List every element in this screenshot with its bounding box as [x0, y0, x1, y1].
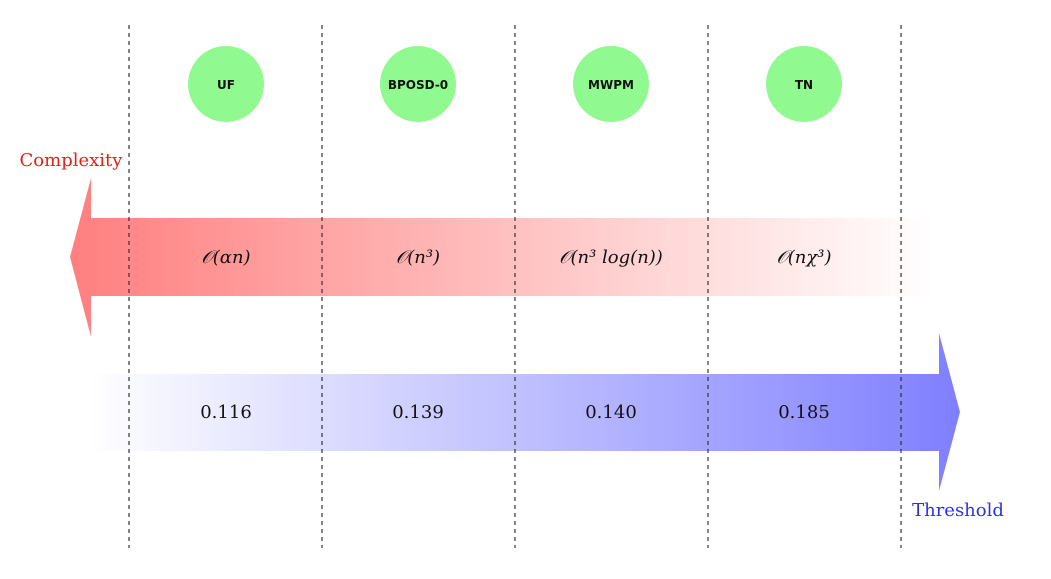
threshold-arrow [90, 333, 960, 491]
node-label: UF [217, 78, 235, 92]
node-circle [380, 46, 456, 122]
decoder-node-bposd: BPOSD-0 [380, 46, 456, 122]
dashed-separators [128, 25, 902, 548]
decoder-node-mwpm: MWPM [573, 46, 649, 122]
complexity-value-tn: 𝒪(nχ³) [776, 247, 831, 268]
threshold-value-mwpm: 0.140 [585, 402, 637, 423]
threshold-value-bposd: 0.139 [392, 402, 444, 423]
threshold-axis-label: Threshold [912, 500, 1004, 521]
complexity-value-uf: 𝒪(αn) [201, 247, 250, 268]
node-circle [573, 46, 649, 122]
node-label: BPOSD-0 [388, 78, 448, 92]
node-label: MWPM [588, 78, 634, 92]
node-circle [766, 46, 842, 122]
node-label: TN [795, 78, 813, 92]
complexity-value-mwpm: 𝒪(n³ log(n)) [559, 247, 663, 268]
complexity-axis-label: Complexity [20, 150, 124, 171]
decoder-node-uf: UF [188, 46, 264, 122]
threshold-value-uf: 0.116 [200, 402, 252, 423]
node-circle [188, 46, 264, 122]
threshold-value-tn: 0.185 [778, 402, 830, 423]
decoder-node-tn: TN [766, 46, 842, 122]
complexity-arrow [70, 178, 935, 337]
complexity-value-bposd: 𝒪(n³) [396, 247, 440, 268]
